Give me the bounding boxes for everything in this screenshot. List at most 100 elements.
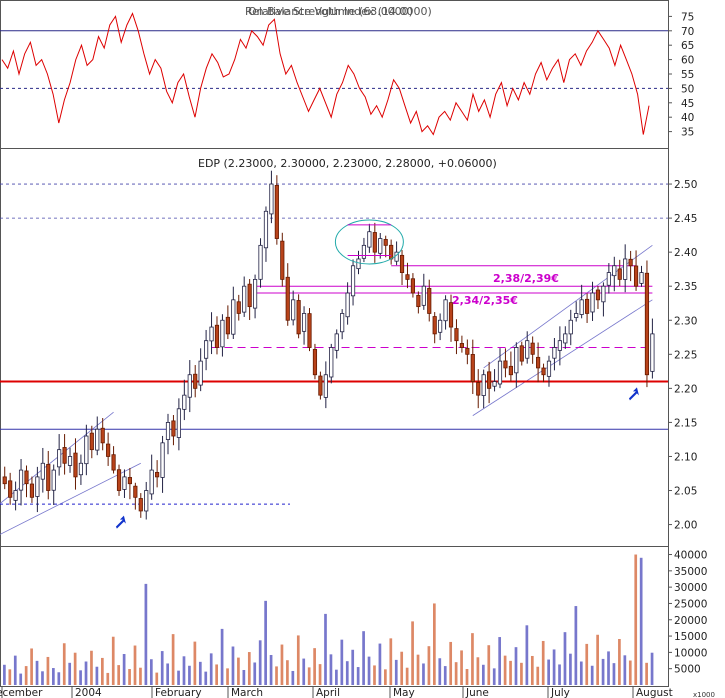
volume-bar [269,654,273,685]
volume-bar [329,654,333,685]
candle [644,272,650,376]
volume-bar [3,664,6,685]
candle [46,464,51,491]
volume-bar [623,655,627,685]
candle [633,265,639,287]
volume-bar [509,660,512,685]
candle [497,360,503,385]
volume-bar [226,668,229,685]
candle [296,300,301,335]
volume-bar [68,662,72,685]
candle [416,294,421,308]
volume-bar [373,665,376,685]
volume-bar [30,648,33,685]
candle [231,299,236,335]
candle [182,394,187,410]
candle [171,420,176,437]
volume-bar [569,653,572,685]
volume-bar [286,660,289,685]
volume-bar [149,659,153,685]
volume-tick-label: 25000 [674,598,707,610]
volume-bar [79,670,82,685]
volume-bar [111,636,115,685]
rsi-line [1,12,650,136]
candle [165,422,171,440]
price-title: EDP (2.23000, 2.30000, 2.23000, 2.28000,… [198,157,497,170]
volume-bar [411,621,414,685]
candle [24,470,29,485]
candle [312,348,318,376]
candle [116,469,122,491]
volume-bar [62,643,66,685]
rsi-tick-label: 45 [681,98,694,110]
x-tick-label: June [465,687,489,698]
volume-bar [253,662,257,685]
candle [372,232,377,253]
volume-bar [585,643,589,685]
candle [525,340,530,359]
volume-bar [155,672,159,685]
candle [111,454,116,471]
candle [530,342,535,355]
volume-bar [318,664,322,685]
volume-tick-label: 15000 [674,631,707,643]
volume-bar [612,663,616,685]
candle [481,374,486,396]
candle [356,258,361,270]
volume-bar [247,652,251,685]
x-tick-label: August [636,687,673,698]
volume-tick-label: 35000 [674,566,707,578]
volume-tick-label: 20000 [674,615,707,627]
volume-bar [601,658,605,685]
volume-bar [101,657,104,685]
candle [487,371,492,389]
candle [193,373,198,389]
candle [89,432,94,451]
volume-unit-note: x1000 [693,691,715,698]
volume-bar [351,649,355,685]
volume-bar [628,660,632,685]
candle [187,374,192,398]
volume-bar [389,638,393,685]
volume-bar [394,659,398,685]
volume-bar [639,557,643,685]
volume-bar [106,672,110,685]
candle [18,469,24,491]
volume-bar [454,662,458,685]
rsi-tick-label: 75 [681,11,694,23]
volume-bar [90,650,93,685]
volume-bar [171,634,175,685]
candle [258,244,263,280]
candle [236,301,241,314]
candle [209,326,214,342]
volume-bar [650,652,654,685]
volume-bar [541,640,545,685]
volume-bar [117,665,121,685]
volume-bar [291,670,295,685]
candle [291,299,296,321]
candle [176,408,181,438]
candle [214,324,220,348]
volume-bar [8,669,12,685]
volume-bar [520,662,523,685]
candle [427,287,432,314]
candle [574,313,579,318]
volume-bar [563,632,567,685]
candle [410,278,416,294]
candle [13,490,18,501]
candle [40,462,45,480]
candle [127,477,132,485]
volume-bar [579,661,583,685]
annotation-resistance-high: 2,38/2,39€ [493,272,559,285]
candle [584,298,590,314]
volume-bar [73,652,77,685]
candle [378,238,383,254]
volume-bar [133,645,137,685]
candle [95,428,100,451]
volume-bar [367,656,371,685]
candle [590,292,595,313]
volume-bar [607,651,610,685]
volume-bar [487,645,491,685]
candle [612,265,617,277]
